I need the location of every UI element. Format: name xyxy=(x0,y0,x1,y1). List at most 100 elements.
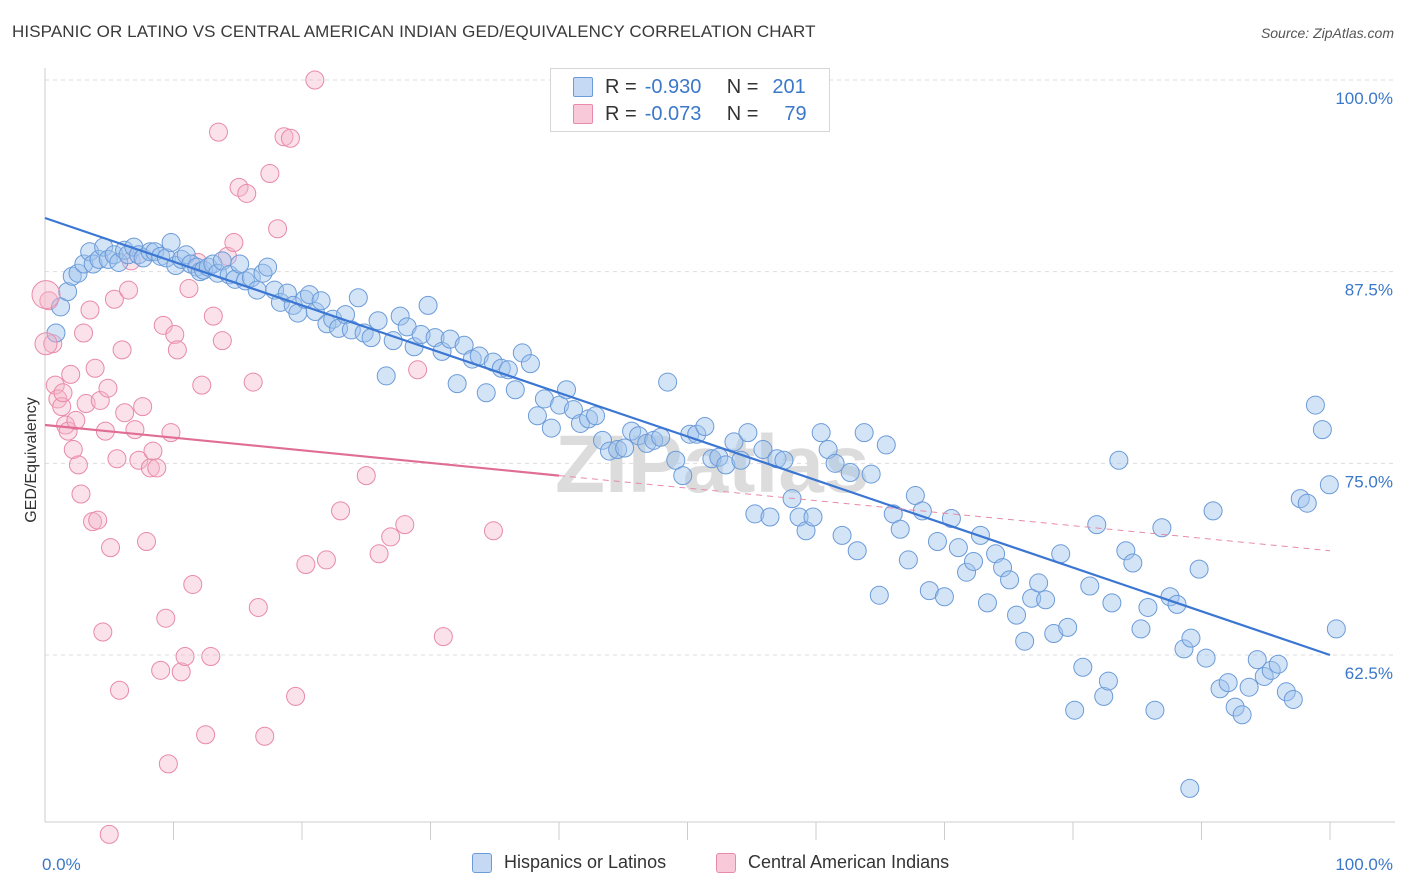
point-central-american xyxy=(52,397,72,417)
n-label: N = xyxy=(726,102,759,125)
r-value-central-american: -0.073 xyxy=(644,102,702,125)
point-central-american xyxy=(201,647,221,667)
point-central-american xyxy=(183,574,203,594)
point-hispanic xyxy=(341,320,361,340)
point-hispanic xyxy=(753,440,773,460)
point-hispanic xyxy=(390,306,410,326)
point-central-american xyxy=(260,164,280,184)
point-hispanic xyxy=(760,507,780,527)
point-hispanic xyxy=(934,587,954,607)
point-hispanic xyxy=(62,266,82,286)
point-hispanic xyxy=(1102,593,1122,613)
point-hispanic xyxy=(1312,420,1332,440)
point-central-american xyxy=(71,484,91,504)
point-central-american xyxy=(66,410,86,430)
point-hispanic xyxy=(1051,544,1071,564)
point-central-american xyxy=(268,219,288,239)
point-hispanic xyxy=(803,507,823,527)
point-central-american xyxy=(255,726,275,746)
point-central-american xyxy=(153,315,173,335)
x-tick-label-min: 0.0% xyxy=(42,855,81,874)
point-central-american xyxy=(192,375,212,395)
point-hispanic xyxy=(527,406,547,426)
point-central-american xyxy=(196,725,216,745)
point-hispanic xyxy=(825,453,845,473)
point-hispanic xyxy=(847,541,867,561)
point-central-american xyxy=(156,608,176,628)
point-hispanic xyxy=(1065,700,1085,720)
r-label: R = xyxy=(605,102,637,125)
point-hispanic xyxy=(1268,654,1288,674)
point-hispanic xyxy=(299,285,319,305)
y-tick-label: 75.0% xyxy=(1345,472,1393,491)
point-hispanic xyxy=(745,504,765,524)
bottom-legend-label-hispanic: Hispanics or Latinos xyxy=(504,852,667,872)
point-hispanic xyxy=(418,295,438,315)
point-hispanic xyxy=(586,406,606,426)
point-hispanic xyxy=(1131,619,1151,639)
point-hispanic xyxy=(861,464,881,484)
point-hispanic xyxy=(1058,617,1078,637)
point-central-american xyxy=(212,331,232,351)
point-hispanic xyxy=(277,283,297,303)
point-central-american xyxy=(63,440,83,460)
point-central-american xyxy=(61,364,81,384)
point-central-american xyxy=(68,455,88,475)
point-hispanic xyxy=(1225,697,1245,717)
point-central-american xyxy=(112,340,132,360)
point-central-american xyxy=(137,532,157,552)
source-label: Source: ZipAtlas.com xyxy=(1260,25,1394,41)
point-central-american xyxy=(331,501,351,521)
point-hispanic xyxy=(1276,682,1296,702)
point-hispanic xyxy=(1181,628,1201,648)
point-hispanic xyxy=(376,366,396,386)
point-hispanic xyxy=(927,532,947,552)
point-hispanic xyxy=(161,233,181,253)
point-hispanic xyxy=(1029,573,1049,593)
point-hispanic xyxy=(230,254,250,274)
point-central-american xyxy=(175,647,195,667)
point-hispanic xyxy=(1123,553,1143,573)
point-central-american xyxy=(286,686,306,706)
point-hispanic xyxy=(1326,619,1346,639)
point-hispanic xyxy=(948,538,968,558)
point-central-american xyxy=(143,441,163,461)
point-hispanic xyxy=(1087,515,1107,535)
point-hispanic xyxy=(505,380,525,400)
point-hispanic xyxy=(1116,541,1136,561)
point-hispanic xyxy=(1218,673,1238,693)
point-central-american xyxy=(229,177,249,197)
point-central-american xyxy=(433,627,453,647)
chart-title: HISPANIC OR LATINO VS CENTRAL AMERICAN I… xyxy=(12,22,816,41)
point-hispanic xyxy=(964,551,984,571)
point-hispanic xyxy=(1167,594,1187,614)
bottom-legend-swatch-pink xyxy=(716,852,736,873)
x-tick-label-max: 100.0% xyxy=(1335,855,1393,874)
point-central-american xyxy=(85,358,105,378)
point-hispanic xyxy=(176,245,196,265)
point-hispanic xyxy=(695,417,715,437)
point-hispanic xyxy=(1189,559,1209,579)
point-central-american xyxy=(125,420,145,440)
point-hispanic xyxy=(258,257,278,277)
point-central-american xyxy=(129,450,149,470)
point-hispanic xyxy=(305,302,325,322)
point-central-american xyxy=(31,280,61,310)
point-hispanic xyxy=(796,521,816,541)
point-hispanic xyxy=(724,432,744,452)
point-central-american xyxy=(408,360,428,380)
point-hispanic xyxy=(368,311,388,331)
point-hispanic xyxy=(1080,576,1100,596)
point-central-american xyxy=(88,510,108,530)
point-central-american xyxy=(369,544,389,564)
point-central-american xyxy=(76,394,96,414)
point-central-american xyxy=(243,372,263,392)
point-central-american xyxy=(158,754,178,774)
point-central-american xyxy=(165,325,185,345)
point-hispanic xyxy=(993,558,1013,578)
point-hispanic xyxy=(832,525,852,545)
r-value-hispanic: -0.930 xyxy=(644,75,702,98)
point-central-american xyxy=(316,550,336,570)
point-central-american xyxy=(483,521,503,541)
